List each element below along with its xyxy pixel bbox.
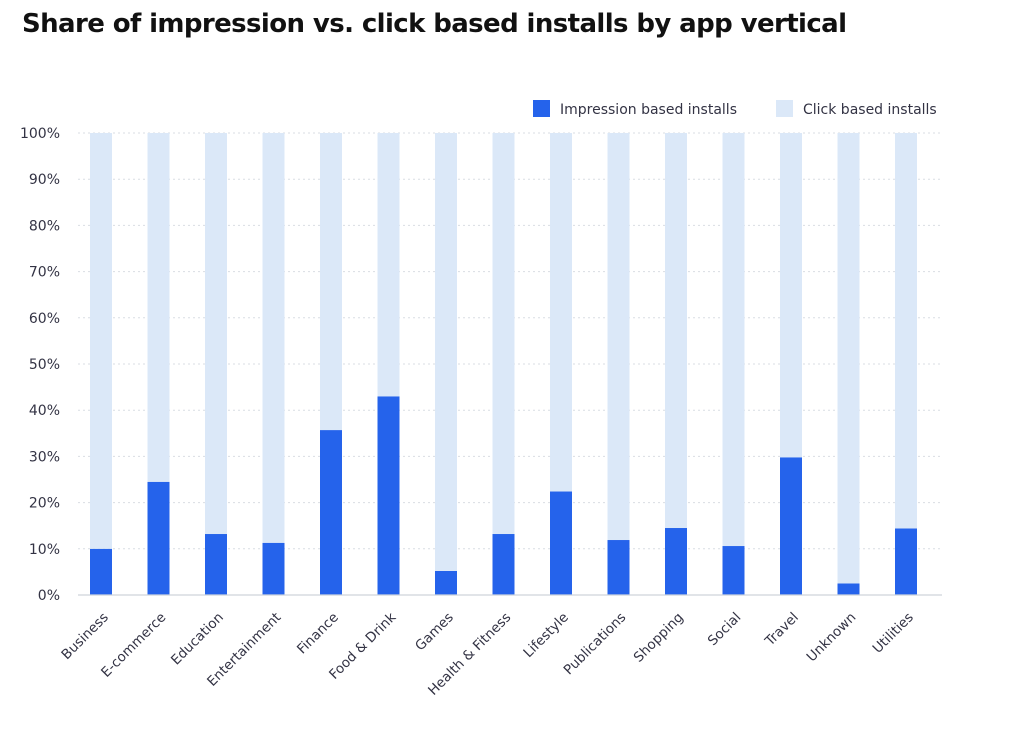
bar-impression-based [147,481,170,595]
bar-click-based [607,133,630,541]
y-tick-label: 20% [29,496,60,512]
bar-click-based [205,133,227,535]
x-category-label: Social [705,610,745,650]
bar-click-based [780,133,802,458]
x-category-label: Shopping [631,610,687,666]
y-axis-ticks: 0% 10% 20% 30% 40% 50% 60% 70% 80% 90% 100% [20,126,60,604]
bar-click-based [90,133,112,549]
bar-click-based [262,133,285,543]
y-tick-label: 100% [20,126,60,142]
chart-title: Share of impression vs. click based inst… [22,9,847,39]
bar-impression-based [262,542,285,595]
bar-click-based [550,133,572,492]
bar-click-based [665,133,687,529]
y-tick-label: 40% [29,403,60,419]
x-category-label: Games [412,610,457,655]
bars [90,133,917,595]
y-tick-label: 80% [29,218,60,234]
bar-click-based [377,133,400,397]
x-category-label: Education [168,610,227,669]
bar-click-based [435,133,457,571]
x-category-label: Travel [761,610,801,650]
y-tick-label: 0% [38,588,60,604]
bar-click-based [722,133,745,547]
bar-impression-based [492,534,515,595]
bar-impression-based [205,534,227,595]
y-tick-label: 60% [29,311,60,327]
bar-impression-based [837,583,860,595]
x-category-label: Finance [294,610,342,658]
x-category-label: Business [58,610,111,663]
bar-impression-based [895,528,917,595]
y-tick-label: 10% [29,542,60,558]
bar-click-based [895,133,917,529]
y-tick-label: 70% [29,265,60,281]
bar-impression-based [550,491,572,595]
bar-impression-based [90,548,112,595]
y-tick-label: 30% [29,449,60,465]
legend-label: Click based installs [803,102,937,118]
bar-impression-based [607,540,630,595]
bar-click-based [837,133,860,584]
bar-impression-based [320,430,342,595]
bar-impression-based [435,570,457,595]
x-axis-labels: BusinessE-commerceEducationEntertainment… [58,609,916,698]
legend-label: Impression based installs [560,102,737,118]
bar-impression-based [780,457,802,595]
x-category-label: Unknown [804,610,860,666]
bar-impression-based [665,528,687,595]
legend: Impression based installs Click based ins… [533,100,937,118]
legend-swatch [533,100,550,117]
legend-swatch [776,100,793,117]
x-category-label: Lifestyle [520,610,571,661]
x-category-label: Utilities [870,610,917,657]
bar-impression-based [722,546,745,595]
bar-click-based [320,133,342,431]
x-category-label: Publications [561,610,630,679]
bar-click-based [147,133,170,482]
y-tick-label: 90% [29,172,60,188]
y-tick-label: 50% [29,357,60,373]
bar-impression-based [377,396,400,595]
bar-click-based [492,133,515,535]
